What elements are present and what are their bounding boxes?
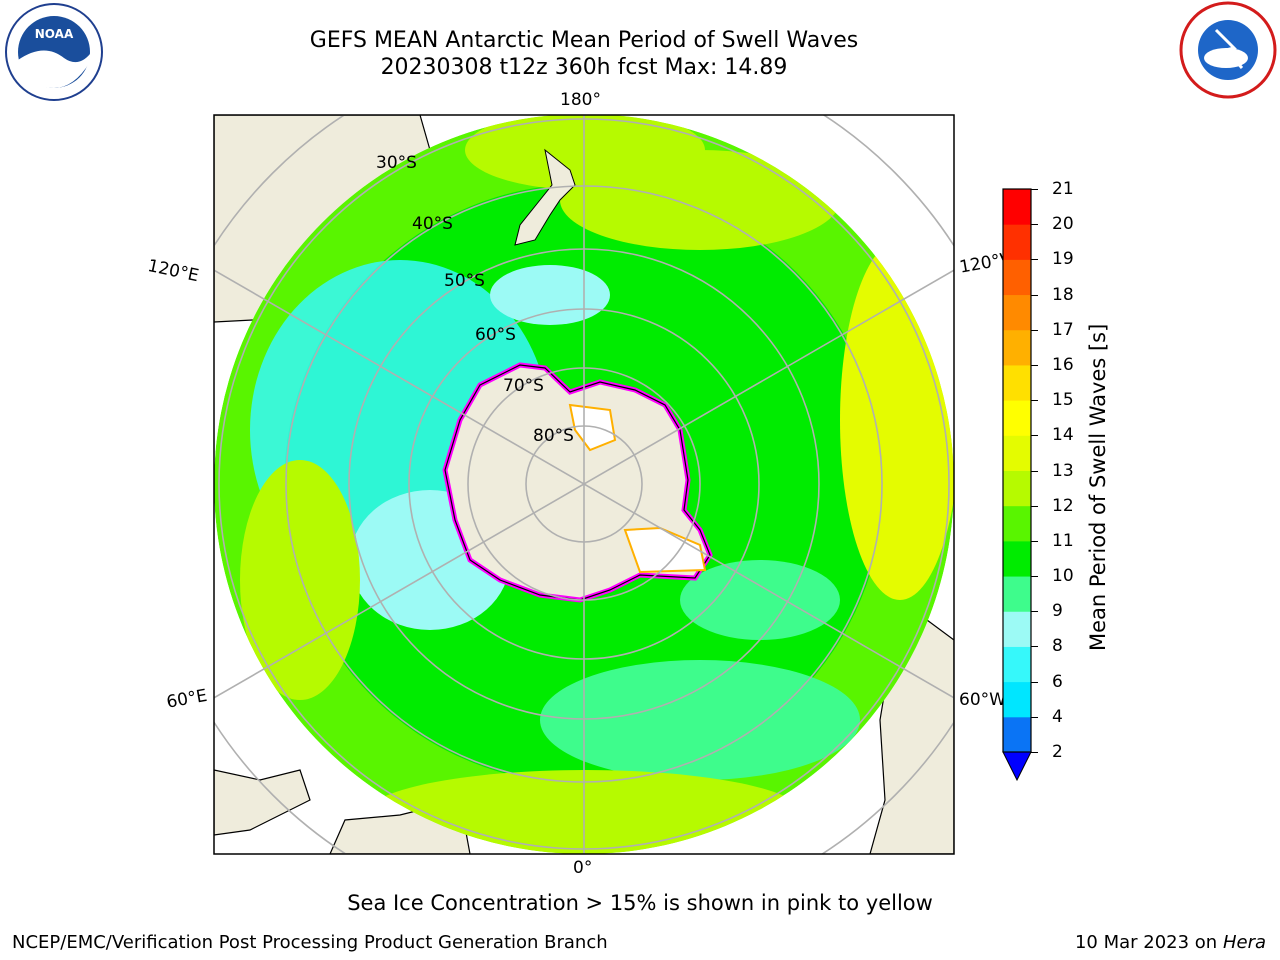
colorbar-segment: [1003, 259, 1031, 296]
colorbar-tick-label: 20: [1052, 214, 1074, 235]
colorbar-segment: [1003, 435, 1031, 471]
colorbar-segment: [1003, 294, 1031, 331]
noaa-logo-text: NOAA: [35, 27, 74, 41]
colorbar-segment: [1003, 470, 1031, 507]
graticule: [214, 115, 954, 854]
colorbar-tick-label: 16: [1052, 354, 1074, 375]
colorbar-tick-mark: [1031, 329, 1038, 331]
colorbar-tick-mark: [1031, 576, 1038, 578]
nws-logo: [1176, 0, 1280, 100]
colorbar-tick-mark: [1031, 646, 1038, 648]
colorbar-segment: [1003, 716, 1031, 753]
colorbar-segment: [1003, 189, 1031, 225]
colorbar-segment: [1003, 224, 1031, 260]
colorbar-tick-mark: [1031, 470, 1038, 472]
colorbar-tick-label: 21: [1052, 179, 1074, 199]
noaa-logo: NOAA: [4, 2, 104, 102]
colorbar-segment: [1003, 611, 1031, 647]
date-text: 10 Mar 2023 on: [1074, 932, 1218, 953]
colorbar-tick-mark: [1031, 505, 1038, 507]
lat-label-40s: 40°S: [412, 214, 453, 234]
new-zealand-landmass: [514, 148, 576, 246]
lat-label-80s: 80°S: [533, 426, 574, 446]
colorbar-tick-label: 12: [1052, 495, 1074, 516]
colorbar: [1002, 188, 1032, 782]
colorbar-tick-mark: [1031, 189, 1038, 190]
colorbar-segment: [1003, 681, 1031, 718]
colorbar-segment: [1003, 646, 1031, 683]
colorbar-tick-label: 6: [1052, 671, 1063, 692]
chart-subtitle: 20230308 t12z 360h fcst Max: 14.89: [380, 55, 788, 80]
host-name: Hera: [1222, 932, 1266, 953]
colorbar-tick-mark: [1031, 540, 1038, 542]
colorbar-segment: [1003, 364, 1031, 401]
chart-title: GEFS MEAN Antarctic Mean Period of Swell…: [309, 28, 859, 53]
colorbar-extend-arrow: [1002, 751, 1032, 782]
colorbar-segment: [1003, 540, 1031, 577]
lat-label-70s: 70°S: [503, 376, 544, 396]
colorbar-tick-mark: [1031, 364, 1038, 366]
lat-label-50s: 50°S: [444, 271, 485, 291]
colorbar-label: Mean Period of Swell Waves [s]: [1086, 323, 1110, 651]
lon-label-60w: 60°W: [959, 690, 1006, 710]
colorbar-tick-label: 18: [1052, 284, 1074, 305]
ross-ice-shelf: [623, 526, 707, 574]
colorbar-tick-mark: [1031, 716, 1038, 718]
madagascar-landmass: [214, 769, 311, 836]
colorbar-tick-label: 13: [1052, 460, 1074, 481]
colorbar-tick-label: 15: [1052, 390, 1074, 411]
colorbar-tick-label: 14: [1052, 425, 1074, 446]
colorbar-tick-label: 19: [1052, 249, 1074, 270]
colorbar-tick-mark: [1031, 224, 1038, 226]
colorbar-tick-label: 10: [1052, 566, 1074, 587]
colorbar-segment: [1003, 576, 1031, 612]
colorbar-tick-mark: [1031, 681, 1038, 683]
weddell-ice-shelf: [568, 403, 617, 452]
date-stamp: 10 Mar 2023 on Hera: [1075, 932, 1266, 953]
colorbar-tick-mark: [1031, 259, 1038, 261]
colorbar-tick-mark: [1031, 294, 1038, 296]
credit-text: NCEP/EMC/Verification Post Processing Pr…: [12, 932, 608, 953]
lat-label-30s: 30°S: [376, 153, 417, 173]
colorbar-tick-label: 11: [1052, 530, 1074, 551]
lat-label-60s: 60°S: [475, 325, 516, 345]
map-frame: [213, 114, 955, 855]
sea-ice-note: Sea Ice Concentration > 15% is shown in …: [347, 891, 933, 915]
colorbar-tick-mark: [1031, 400, 1038, 402]
colorbar-segment: [1003, 505, 1031, 542]
colorbar-segment: [1003, 329, 1031, 366]
colorbar-tick-mark: [1031, 435, 1038, 437]
colorbar-tick-mark: [1031, 752, 1038, 753]
colorbar-segment: [1003, 400, 1031, 436]
colorbar-tick-mark: [1031, 611, 1038, 613]
colorbar-tick-label: 8: [1052, 636, 1063, 657]
lon-label-0: 0°: [573, 858, 593, 878]
lon-label-180: 180°: [560, 90, 601, 110]
colorbar-tick-label: 4: [1052, 706, 1063, 727]
colorbar-tick-label: 2: [1052, 742, 1063, 762]
colorbar-tick-label: 17: [1052, 319, 1074, 340]
colorbar-tick-label: 9: [1052, 601, 1063, 622]
